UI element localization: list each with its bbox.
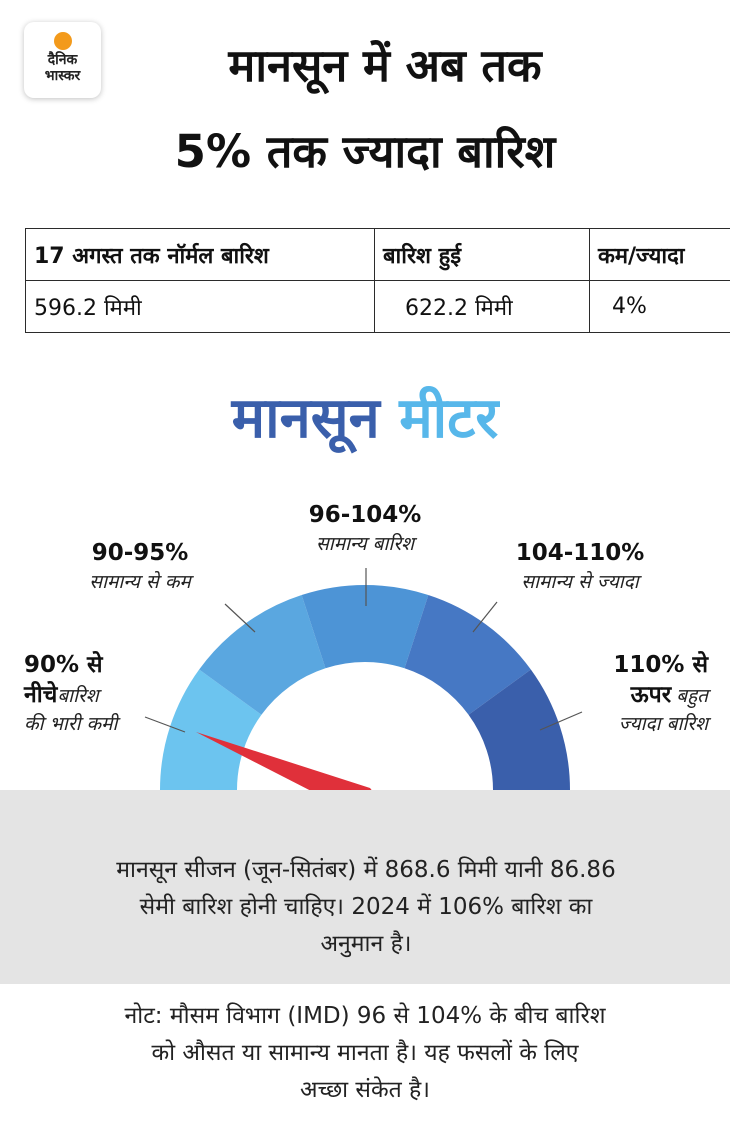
- segment-label-deficient: 90% से नीचेबारिश की भारी कमी: [24, 650, 117, 738]
- header-deviation: कम/ज्यादा: [589, 228, 730, 281]
- segment-desc-normal: सामान्य बारिश: [315, 533, 415, 555]
- dainik-bhaskar-logo: दैनिक भास्कर: [24, 22, 101, 98]
- segment-label-excess: 110% से ऊपर बहुत ज्यादा बारिश: [580, 650, 708, 738]
- headline-line1: मानसून में अब तक: [228, 39, 542, 92]
- season-info-line3: अनुमान है।: [320, 931, 412, 957]
- note-line1: नोट: मौसम विभाग (IMD) 96 से 104% के बीच …: [124, 1003, 606, 1029]
- segment-label-above-normal: 104-110% सामान्य से ज्यादा: [490, 538, 670, 596]
- segment-label-normal: 96-104% सामान्य बारिश: [285, 500, 445, 558]
- segment-desc-excess-inline: बहुत: [676, 685, 708, 707]
- value-actual-rain: 622.2 मिमी: [374, 280, 590, 333]
- segment-desc-excess: ज्यादा बारिश: [618, 713, 708, 735]
- season-info-line1: मानसून सीजन (जून-सितंबर) में 868.6 मिमी …: [116, 857, 616, 883]
- logo-text-line1: दैनिक: [47, 52, 78, 68]
- info-box: [0, 790, 730, 984]
- gauge-segment-excess: [468, 669, 570, 790]
- rainfall-table: 17 अगस्त तक नॉर्मल बारिश बारिश हुई कम/ज्…: [25, 228, 730, 333]
- segment-range-normal: 96-104%: [308, 502, 422, 528]
- segment-range-above-normal: 104-110%: [515, 540, 645, 566]
- note-line2: को औसत या सामान्य मानता है। यह फसलों के …: [151, 1040, 579, 1066]
- season-info-line2: सेमी बारिश होनी चाहिए। 2024 में 106% बार…: [139, 894, 593, 920]
- segment-range-deficient-line2: नीचे: [24, 682, 58, 708]
- segment-desc-above-normal: सामान्य से ज्यादा: [521, 571, 639, 593]
- leader-line-above-normal: [472, 601, 498, 633]
- segment-desc-deficient-inline: बारिश: [57, 685, 99, 707]
- leader-line-deficient: [144, 716, 186, 733]
- season-info-text: मानसून सीजन (जून-सितंबर) में 868.6 मिमी …: [36, 852, 696, 963]
- segment-range-excess-line2: ऊपर: [630, 682, 672, 708]
- gauge-needle: [196, 732, 378, 800]
- value-normal-rain: 596.2 मिमी: [25, 280, 375, 333]
- segment-label-below-normal: 90-95% सामान्य से कम: [60, 538, 220, 596]
- logo-text-line2: भास्कर: [44, 68, 81, 84]
- leader-line-below-normal: [224, 603, 256, 633]
- gauge-segment-below-normal: [199, 595, 326, 715]
- gauge-segment-above-normal: [404, 595, 531, 715]
- sun-icon: [54, 32, 72, 50]
- header-normal-rain: 17 अगस्त तक नॉर्मल बारिश: [25, 228, 375, 281]
- segment-range-below-normal: 90-95%: [91, 540, 189, 566]
- value-deviation: 4%: [589, 280, 730, 333]
- headline-line2: 5% तक ज्यादा बारिश: [174, 125, 556, 178]
- header-actual-rain: बारिश हुई: [374, 228, 590, 281]
- gauge-segment-deficient: [160, 669, 262, 790]
- monsoon-meter-title: मानसून मीटर: [0, 384, 730, 454]
- meter-title-word1: मानसून: [231, 386, 380, 451]
- table-header-row: 17 अगस्त तक नॉर्मल बारिश बारिश हुई कम/ज्…: [25, 228, 730, 281]
- meter-title-word2: मीटर: [399, 386, 499, 451]
- table-row: 596.2 मिमी 622.2 मिमी 4%: [25, 280, 730, 333]
- segment-desc-deficient: की भारी कमी: [24, 713, 118, 735]
- segment-desc-below-normal: सामान्य से कम: [89, 571, 191, 593]
- monsoon-gauge: [144, 568, 583, 800]
- imd-note: नोट: मौसम विभाग (IMD) 96 से 104% के बीच …: [30, 998, 700, 1109]
- segment-range-deficient: 90% से: [24, 652, 103, 678]
- note-line3: अच्छा संकेत है।: [300, 1077, 430, 1103]
- segment-range-excess: 110% से: [613, 652, 708, 678]
- leader-line-excess: [539, 711, 583, 731]
- gauge-segment-normal: [301, 585, 429, 669]
